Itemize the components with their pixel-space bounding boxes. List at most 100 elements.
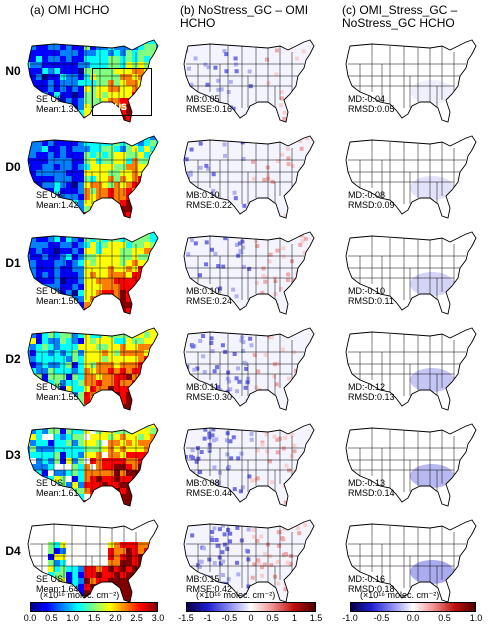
colorbar-tick: -0.5 (221, 613, 238, 623)
map-panel-c-d0: MD:-0.08 RMSD:0.09 (342, 128, 482, 224)
us-map (345, 423, 477, 507)
row-label-d4: D4 (5, 544, 21, 558)
us-map (183, 39, 315, 123)
stat-line-1: SE US (36, 94, 64, 104)
stat-line-1: SE US (36, 574, 64, 584)
stat-line-2: Mean:1.61 (36, 488, 79, 498)
stat-line-2: RMSE:0.22 (186, 200, 233, 210)
stat-line-2: RMSD:0.09 (348, 200, 395, 210)
colorbar-tick: -0.5 (373, 613, 390, 623)
stat-line-2: Mean:1.55 (36, 392, 79, 402)
map-panel-b-n0: MB:0.05 RMSE:0.16 (180, 32, 320, 128)
colorbar-2 (350, 602, 476, 612)
column-title-a: (a) OMI HCHO (30, 3, 110, 17)
stats-text: MB:0.15 RMSE:0.42 (186, 574, 232, 594)
colorbar-tick: 1.5 (87, 613, 101, 623)
map-panel-c-n0: MD:-0.04 RMSD:0.05 (342, 32, 482, 128)
colorbar-tick: 0.5 (266, 613, 279, 623)
colorbar-tick: 0.0 (406, 613, 420, 623)
map-panel-b-d3: MB:0.08 RMSE:0.44 (180, 416, 320, 512)
stats-text: SE US Mean:1.64 (36, 574, 79, 594)
us-map (27, 135, 159, 219)
stat-line-2: RMSD:0.11 (348, 296, 394, 306)
stats-text: MB:0.11 RMSE:0.30 (186, 382, 232, 402)
colorbar-title-0: (×10¹⁶ molec. cm⁻²) (40, 590, 120, 600)
stat-line-1: MB:0.10 (186, 190, 220, 200)
map-panel-c-d2: MD:-0.12 RMSD:0.13 (342, 320, 482, 416)
us-map (27, 231, 159, 315)
colorbar-tick: 0.5 (438, 613, 451, 623)
row-label-d3: D3 (5, 448, 21, 462)
stat-line-2: RMSD:0.13 (348, 392, 395, 402)
us-map (345, 519, 477, 603)
stats-text: MB:0.05 RMSE:0.16 (186, 94, 232, 114)
stat-line-2: RMSD:0.05 (348, 104, 395, 114)
us-map (27, 327, 159, 411)
se-us-box-label: SE US (100, 102, 128, 112)
map-panel-a-n0: SE US Mean:1.33 SE US (24, 32, 164, 128)
stat-line-2: RMSD:0.18 (348, 584, 395, 594)
us-map (183, 423, 315, 507)
us-map (183, 519, 315, 603)
column-title-c: (c) OMI_Stress_GC – NoStress_GC HCHO (342, 3, 458, 30)
us-map (345, 231, 477, 315)
row-label-d2: D2 (5, 352, 21, 366)
colorbar-1 (186, 602, 316, 612)
colorbar-tick: 1.0 (469, 613, 483, 623)
stat-line-1: MD:-0.08 (348, 190, 386, 200)
map-panel-a-d4: SE US Mean:1.64 (24, 512, 164, 608)
colorbar-tick: 0.5 (45, 613, 58, 623)
colorbar-tick: 0 (248, 613, 254, 623)
stat-line-1: SE US (36, 286, 64, 296)
stat-line-2: RMSE:0.44 (186, 488, 233, 498)
stats-text: SE US Mean:1.61 (36, 478, 79, 498)
stats-text: MB:0.10 RMSE:0.22 (186, 190, 232, 210)
stat-line-1: SE US (36, 478, 64, 488)
stats-text: MD:-0.04 RMSD:0.05 (348, 94, 395, 114)
stats-text: MD:-0.12 RMSD:0.13 (348, 382, 395, 402)
stat-line-1: MB:0.10 (186, 286, 220, 296)
stat-line-1: MD:-0.10 (348, 286, 386, 296)
us-map (183, 231, 315, 315)
stat-line-2: RMSE:0.16 (186, 104, 233, 114)
row-label-n0: N0 (5, 64, 21, 78)
us-map (27, 519, 159, 603)
row-label-d1: D1 (5, 256, 21, 270)
stat-line-2: RMSE:0.30 (186, 392, 233, 402)
us-map (183, 135, 315, 219)
us-map (27, 39, 159, 123)
colorbar-tick: -1 (203, 613, 212, 623)
stat-line-2: RMSE:0.24 (186, 296, 233, 306)
stat-line-1: SE US (36, 382, 64, 392)
stat-line-2: Mean:1.64 (36, 584, 79, 594)
map-panel-b-d4: MB:0.15 RMSE:0.42 (180, 512, 320, 608)
stat-line-1: SE US (36, 190, 64, 200)
us-map (345, 327, 477, 411)
stat-line-1: MD:-0.16 (348, 574, 386, 584)
colorbar-tick: 1.0 (66, 613, 79, 623)
stats-text: MD:-0.10 RMSD:0.11 (348, 286, 394, 306)
colorbar-tick: 2.0 (109, 613, 122, 623)
column-title-b: (b) NoStress_GC – OMI HCHO (180, 3, 309, 30)
stat-line-2: RMSD:0.14 (348, 488, 395, 498)
stats-text: MD:-0.13 RMSD:0.14 (348, 478, 395, 498)
stat-line-2: Mean:1.50 (36, 296, 79, 306)
us-map (345, 39, 477, 123)
colorbar-title-2: (×10¹⁶ molec. cm⁻²) (360, 590, 440, 600)
stat-line-2: Mean:1.42 (36, 200, 79, 210)
map-panel-b-d0: MB:0.10 RMSE:0.22 (180, 128, 320, 224)
stats-text: SE US Mean:1.33 (36, 94, 79, 114)
us-map (345, 135, 477, 219)
colorbar-tick: 1 (291, 613, 297, 623)
map-panel-b-d1: MB:0.10 RMSE:0.24 (180, 224, 320, 320)
stats-text: MD:-0.16 RMSD:0.18 (348, 574, 395, 594)
colorbar-tick: -1.0 (342, 613, 358, 623)
colorbar-tick: 2.5 (130, 613, 143, 623)
stat-line-2: RMSE:0.42 (186, 584, 233, 594)
colorbar-tick: 3.0 (151, 613, 165, 623)
colorbar-title-1: (×10¹⁶ molec. cm⁻²) (196, 590, 276, 600)
se-us-box (92, 68, 152, 116)
map-panel-a-d1: SE US Mean:1.50 (24, 224, 164, 320)
stat-line-1: MB:0.05 (186, 94, 220, 104)
colorbar-tick: -1.5 (178, 613, 194, 623)
